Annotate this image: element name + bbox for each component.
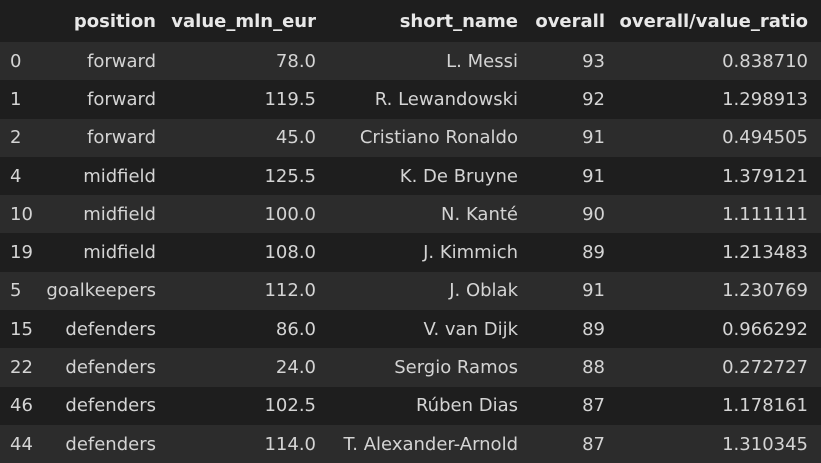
cell-overall: 91	[531, 118, 618, 157]
cell-position: midfield	[42, 195, 169, 234]
table-row: 0 forward 78.0 L. Messi 93 0.838710	[0, 42, 821, 81]
row-index: 0	[0, 42, 42, 81]
cell-position: midfield	[42, 233, 169, 272]
table-row: 44 defenders 114.0 T. Alexander-Arnold 87 1.3…	[0, 424, 821, 463]
row-index: 1	[0, 80, 42, 119]
cell-overall-value-ratio: 1.298913	[618, 80, 821, 119]
cell-position: defenders	[42, 348, 169, 387]
cell-overall-value-ratio: 0.966292	[618, 310, 821, 349]
row-index: 22	[0, 348, 42, 387]
cell-short-name: R. Lewandowski	[329, 80, 531, 119]
cell-overall-value-ratio: 1.230769	[618, 271, 821, 311]
cell-short-name: V. van Dijk	[329, 310, 531, 349]
column-header-index	[0, 0, 42, 42]
row-index: 46	[0, 386, 42, 425]
column-header-overall: overall	[531, 0, 618, 42]
cell-overall-value-ratio: 0.494505	[618, 118, 821, 157]
cell-overall-value-ratio: 1.310345	[618, 424, 821, 463]
cell-short-name: Sergio Ramos	[329, 348, 531, 387]
cell-value-mln-eur: 78.0	[169, 42, 329, 81]
cell-value-mln-eur: 100.0	[169, 195, 329, 234]
cell-overall: 87	[531, 386, 618, 425]
cell-overall: 89	[531, 233, 618, 272]
table-row: 22 defenders 24.0 Sergio Ramos 88 0.272727	[0, 348, 821, 387]
table-row: 4 midfield 125.5 K. De Bruyne 91 1.379121	[0, 156, 821, 196]
cell-short-name: L. Messi	[329, 42, 531, 81]
cell-value-mln-eur: 24.0	[169, 348, 329, 387]
cell-overall: 90	[531, 195, 618, 234]
table-row: 5 goalkeepers 112.0 J. Oblak 91 1.230769	[0, 271, 821, 311]
cell-short-name: J. Kimmich	[329, 233, 531, 272]
cell-overall: 88	[531, 348, 618, 387]
table-row: 46 defenders 102.5 Rúben Dias 87 1.178161	[0, 386, 821, 425]
cell-overall-value-ratio: 0.838710	[618, 42, 821, 81]
cell-overall: 91	[531, 156, 618, 196]
table-row: 1 forward 119.5 R. Lewandowski 92 1.298913	[0, 80, 821, 119]
cell-short-name: N. Kanté	[329, 195, 531, 234]
row-index: 44	[0, 424, 42, 463]
cell-position: goalkeepers	[42, 271, 169, 311]
cell-overall-value-ratio: 1.213483	[618, 233, 821, 272]
cell-overall-value-ratio: 1.379121	[618, 156, 821, 196]
cell-short-name: J. Oblak	[329, 271, 531, 311]
cell-value-mln-eur: 45.0	[169, 118, 329, 157]
cell-value-mln-eur: 108.0	[169, 233, 329, 272]
cell-value-mln-eur: 112.0	[169, 271, 329, 311]
row-index: 19	[0, 233, 42, 272]
cell-position: defenders	[42, 424, 169, 463]
table-body: 0 forward 78.0 L. Messi 93 0.838710 1 forward 11…	[0, 42, 821, 463]
cell-short-name: Rúben Dias	[329, 386, 531, 425]
cell-position: defenders	[42, 310, 169, 349]
cell-position: forward	[42, 80, 169, 119]
cell-overall: 92	[531, 80, 618, 119]
row-index: 2	[0, 118, 42, 157]
cell-value-mln-eur: 125.5	[169, 156, 329, 196]
cell-overall: 91	[531, 271, 618, 311]
cell-overall: 89	[531, 310, 618, 349]
cell-position: forward	[42, 42, 169, 81]
row-index: 5	[0, 271, 42, 311]
cell-short-name: Cristiano Ronaldo	[329, 118, 531, 157]
table-row: 2 forward 45.0 Cristiano Ronaldo 91 0.494505	[0, 118, 821, 157]
row-index: 15	[0, 310, 42, 349]
cell-overall: 93	[531, 42, 618, 81]
cell-value-mln-eur: 119.5	[169, 80, 329, 119]
cell-short-name: K. De Bruyne	[329, 156, 531, 196]
column-header-short-name: short_name	[329, 0, 531, 42]
cell-value-mln-eur: 102.5	[169, 386, 329, 425]
column-header-position: position	[42, 0, 169, 42]
row-index: 10	[0, 195, 42, 234]
cell-overall-value-ratio: 0.272727	[618, 348, 821, 387]
cell-overall-value-ratio: 1.111111	[618, 195, 821, 234]
cell-value-mln-eur: 86.0	[169, 310, 329, 349]
column-header-overall-value-ratio: overall/value_ratio	[618, 0, 821, 42]
cell-position: midfield	[42, 156, 169, 196]
table-row: 10 midfield 100.0 N. Kanté 90 1.111111	[0, 195, 821, 234]
column-header-value-mln-eur: value_mln_eur	[169, 0, 329, 42]
header-row: position value_mln_eur short_name overal…	[0, 0, 821, 42]
cell-position: forward	[42, 118, 169, 157]
row-index: 4	[0, 156, 42, 196]
cell-overall: 87	[531, 424, 618, 463]
cell-short-name: T. Alexander-Arnold	[329, 424, 531, 463]
cell-value-mln-eur: 114.0	[169, 424, 329, 463]
cell-position: defenders	[42, 386, 169, 425]
cell-overall-value-ratio: 1.178161	[618, 386, 821, 425]
table-row: 19 midfield 108.0 J. Kimmich 89 1.213483	[0, 233, 821, 272]
table-row: 15 defenders 86.0 V. van Dijk 89 0.966292	[0, 310, 821, 349]
